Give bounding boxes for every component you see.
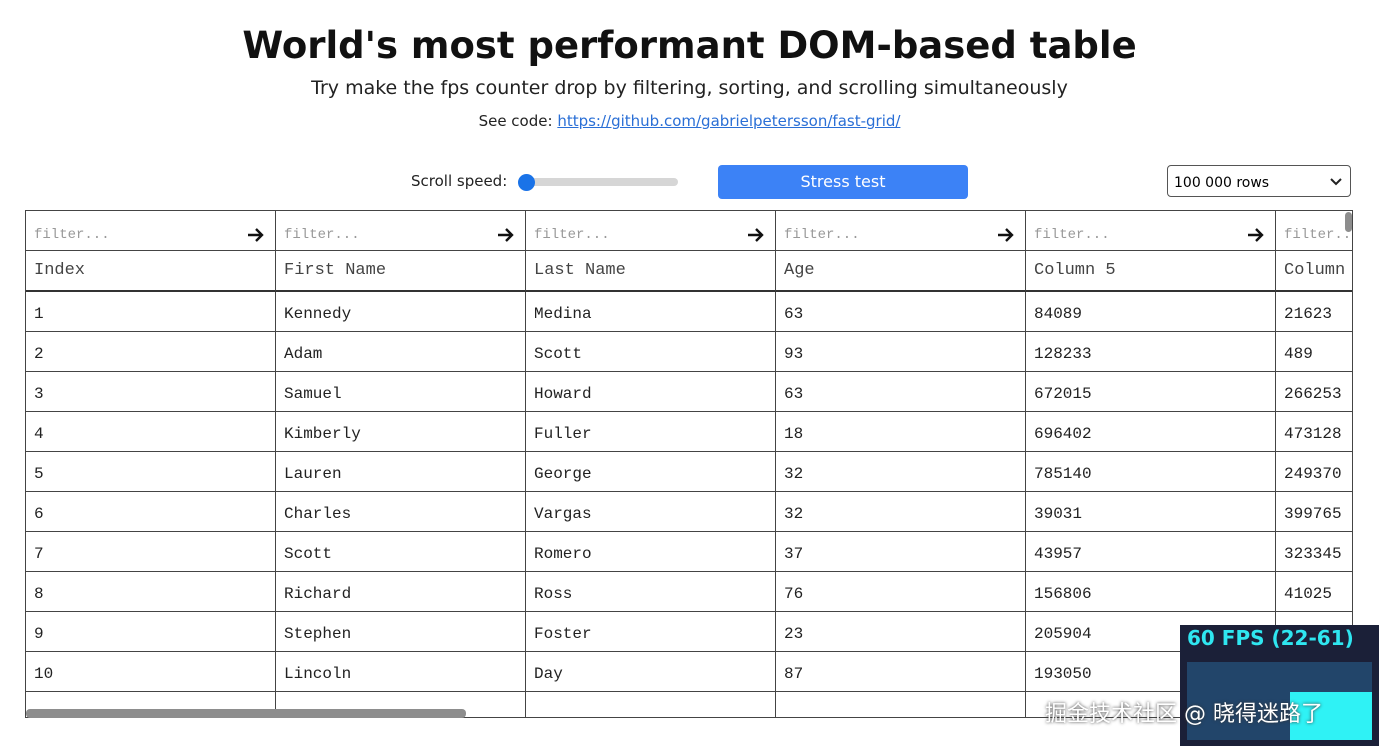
table-cell: Scott — [526, 332, 776, 372]
table-cell: Romero — [526, 532, 776, 572]
h-scrollbar[interactable] — [26, 709, 466, 718]
scroll-label: Scroll speed: — [411, 172, 508, 190]
table-cell: 23 — [776, 612, 1026, 652]
filter-input[interactable]: filter... — [526, 211, 776, 251]
table-cell: 8 — [26, 572, 276, 612]
table-cell: 76 — [776, 572, 1026, 612]
table-cell: Charles — [276, 492, 526, 532]
column-header[interactable]: Index — [26, 251, 276, 292]
table-cell: 489 — [1276, 332, 1352, 372]
table: filter... Index filter... First Name filter.… — [25, 210, 1353, 718]
title: World's most performant DOM-based table — [242, 24, 1137, 67]
table-cell: Medina — [526, 292, 776, 332]
column-header[interactable]: Age — [776, 251, 1026, 292]
table-cell: 7 — [26, 532, 276, 572]
table-cell: 10 — [26, 652, 276, 692]
rows-select-text: 100 000 rows — [1174, 175, 1270, 191]
column-header[interactable]: Column 5 — [1026, 251, 1276, 292]
table-cell: Kimberly — [276, 412, 526, 452]
table-cell: George — [526, 452, 776, 492]
filter-input[interactable]: filter... — [276, 211, 526, 251]
table-cell: 9 — [26, 612, 276, 652]
table-cell: 37 — [776, 532, 1026, 572]
table-cell: 5 — [26, 452, 276, 492]
table-cell: Stephen — [276, 612, 526, 652]
table-cell: Ross — [526, 572, 776, 612]
fps-panel — [1180, 625, 1379, 746]
sort-arrow[interactable] — [997, 227, 1015, 243]
sort-arrow[interactable] — [747, 227, 765, 243]
table-cell: 1 — [26, 292, 276, 332]
code-label: See code: — [478, 112, 553, 130]
table-cell: 473128 — [1276, 412, 1352, 452]
table-cell: 18 — [776, 412, 1026, 452]
table-cell: 63 — [776, 372, 1026, 412]
table-cell: 32 — [776, 452, 1026, 492]
chevron — [1330, 178, 1342, 186]
table-cell: 21623 — [1276, 292, 1352, 332]
table-cell: 696402 — [1026, 412, 1276, 452]
table-cell: Fuller — [526, 412, 776, 452]
slider-knob[interactable] — [518, 174, 535, 191]
table-cell: 672015 — [1026, 372, 1276, 412]
table-cell: 6 — [26, 492, 276, 532]
code-link[interactable]: https://github.com/gabrielpetersson/fast… — [557, 112, 901, 130]
table-cell: Lauren — [276, 452, 526, 492]
table-cell: Adam — [276, 332, 526, 372]
code-line: See code: https://github.com/gabrielpete… — [0, 112, 1379, 130]
table-cell: 41025 — [1276, 572, 1352, 612]
table-cell: 156806 — [1026, 572, 1276, 612]
subtitle: Try make the fps counter drop by filteri… — [311, 77, 1068, 99]
filter-input[interactable]: filter... — [1276, 211, 1352, 251]
table-cell: Lincoln — [276, 652, 526, 692]
table-cell: Vargas — [526, 492, 776, 532]
table-cell: 84089 — [1026, 292, 1276, 332]
stress-button[interactable]: Stress test — [718, 165, 968, 199]
table-cell: Kennedy — [276, 292, 526, 332]
rows-select[interactable]: 100 000 rows — [1167, 165, 1351, 197]
sort-arrow[interactable] — [497, 227, 515, 243]
watermark: 掘金技术社区 @ 晓得迷路了 — [1045, 702, 1323, 727]
table-cell: 93 — [776, 332, 1026, 372]
table-cell: 63 — [776, 292, 1026, 332]
v-scrollbar[interactable] — [1345, 212, 1352, 232]
table-cell: 2 — [26, 332, 276, 372]
table-cell: 249370 — [1276, 452, 1352, 492]
filter-input[interactable]: filter... — [776, 211, 1026, 251]
table-cell: Scott — [276, 532, 526, 572]
sort-arrow[interactable] — [1247, 227, 1265, 243]
table-cell: 399765 — [1276, 492, 1352, 532]
table-cell: Howard — [526, 372, 776, 412]
table-cell: 39031 — [1026, 492, 1276, 532]
table-cell: 266253 — [1276, 372, 1352, 412]
table-cell: 785140 — [1026, 452, 1276, 492]
sort-arrow[interactable] — [247, 227, 265, 243]
column-header[interactable]: First Name — [276, 251, 526, 292]
column-header[interactable]: Last Name — [526, 251, 776, 292]
table-cell: 323345 — [1276, 532, 1352, 572]
fps-text: 60 FPS (22-61) — [1187, 626, 1354, 650]
table-cell: 3 — [26, 372, 276, 412]
table-cell: Foster — [526, 612, 776, 652]
filter-input[interactable]: filter... — [1026, 211, 1276, 251]
column-header[interactable]: Column 6 — [1276, 251, 1352, 292]
fps-bar — [1290, 692, 1372, 740]
table-cell — [26, 692, 276, 717]
table-cell: Day — [526, 652, 776, 692]
slider-track[interactable] — [518, 178, 678, 186]
filter-input[interactable]: filter... — [26, 211, 276, 251]
table-cell: 43957 — [1026, 532, 1276, 572]
table-cell — [776, 692, 1026, 717]
table-cell: 87 — [776, 652, 1026, 692]
table-cell: Samuel — [276, 372, 526, 412]
table-cell: 128233 — [1026, 332, 1276, 372]
table-cell — [276, 692, 526, 717]
table-cell: 32 — [776, 492, 1026, 532]
table-cell: 4 — [26, 412, 276, 452]
table-cell: Richard — [276, 572, 526, 612]
table-cell — [526, 692, 776, 717]
